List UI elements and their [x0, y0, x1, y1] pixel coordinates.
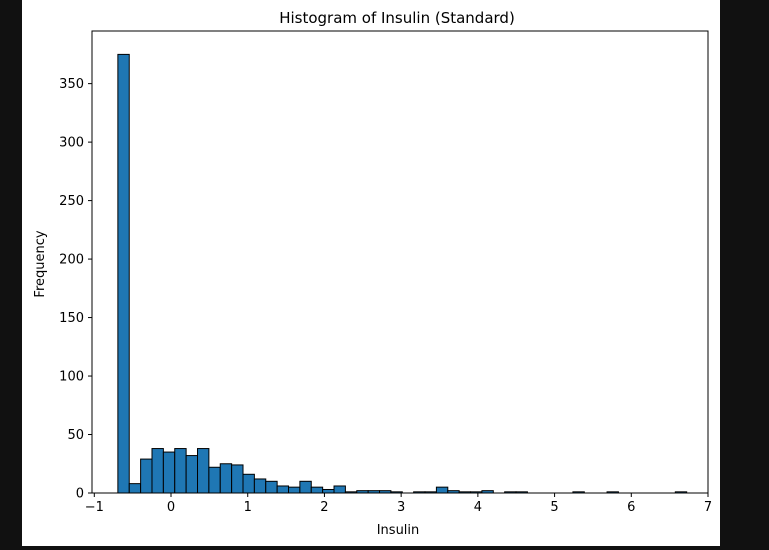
- histogram-bar: [117, 53, 130, 494]
- histogram-bar: [197, 448, 210, 494]
- bars-group: [117, 53, 688, 494]
- y-tick-label: 200: [59, 253, 84, 268]
- histogram-bar: [435, 486, 449, 494]
- x-tick-label: −1: [85, 500, 104, 515]
- histogram-chart: Histogram of Insulin (Standard) −1 0 1 2 3 4 5…: [33, 9, 712, 538]
- histogram-bar: [174, 448, 187, 494]
- y-tick-label: 50: [67, 428, 84, 443]
- histogram-bar: [185, 455, 199, 494]
- y-axis-label: Frequency: [33, 230, 48, 297]
- x-tick-label: 4: [474, 500, 482, 515]
- histogram-bar: [310, 486, 324, 494]
- x-tick-label: 0: [167, 500, 175, 515]
- y-tick-label: 250: [59, 194, 84, 209]
- histogram-bar: [253, 478, 267, 494]
- histogram-bar: [242, 473, 255, 494]
- plot-frame: [91, 30, 709, 494]
- x-tick-label: 3: [397, 500, 405, 515]
- histogram-bar: [333, 485, 346, 494]
- histogram-bar: [219, 463, 233, 494]
- y-tick-label: 350: [59, 77, 84, 92]
- histogram-bar: [288, 486, 301, 494]
- histogram-bar: [231, 464, 244, 494]
- histogram-bar: [299, 480, 312, 494]
- figure: Histogram of Insulin (Standard) −1 0 1 2 3 4 5…: [22, 0, 720, 546]
- x-tick-label: 1: [244, 500, 252, 515]
- histogram-bar: [128, 483, 142, 494]
- histogram-bar: [162, 451, 176, 494]
- y-axis-ticks: 0 50 100 150 200 250 300 350: [59, 77, 92, 502]
- x-axis-label: Insulin: [377, 523, 420, 538]
- histogram-bar: [322, 488, 335, 494]
- histogram-bar: [151, 448, 164, 494]
- x-tick-label: 6: [627, 500, 635, 515]
- x-axis-ticks: −1 0 1 2 3 4 5 6 7: [85, 493, 712, 515]
- y-tick-label: 150: [59, 311, 84, 326]
- histogram-bar: [265, 480, 278, 494]
- chart-title: Histogram of Insulin (Standard): [279, 9, 515, 27]
- y-tick-label: 300: [59, 136, 84, 151]
- x-tick-label: 7: [704, 500, 712, 515]
- y-tick-label: 0: [76, 487, 84, 502]
- x-tick-label: 5: [550, 500, 558, 515]
- histogram-bar: [140, 458, 153, 494]
- histogram-bar: [208, 466, 221, 494]
- histogram-bar: [276, 485, 290, 494]
- x-tick-label: 2: [320, 500, 328, 515]
- y-tick-label: 100: [59, 370, 84, 385]
